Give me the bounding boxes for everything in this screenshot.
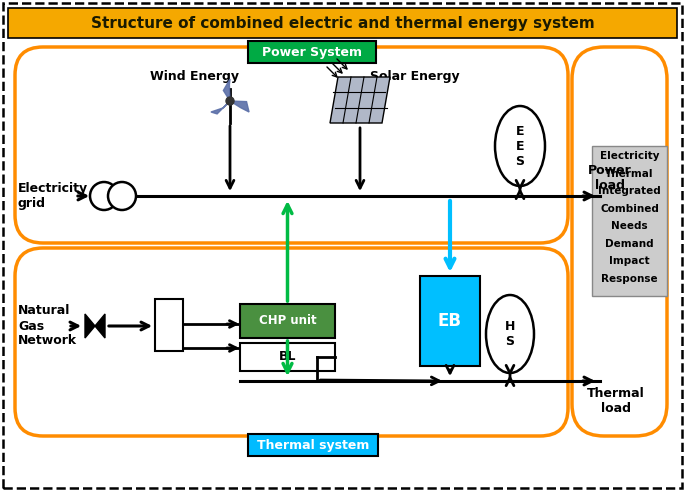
Bar [248,41,376,63]
Text: Power System: Power System [262,46,362,58]
Text: Demand: Demand [605,239,653,248]
Bar [240,343,335,371]
Text: Power
load: Power load [588,164,632,192]
Text: Response: Response [601,273,658,283]
FancyBboxPatch shape [572,47,667,436]
Circle shape [226,97,234,105]
Text: Thermal
load: Thermal load [587,387,645,415]
Text: Electricity
grid: Electricity grid [18,182,88,210]
Bar [240,304,335,338]
Bar [248,434,378,456]
Bar [155,299,183,351]
Bar [8,8,677,38]
Polygon shape [85,314,105,338]
Text: Structure of combined electric and thermal energy system: Structure of combined electric and therm… [90,16,595,30]
Bar [592,146,667,296]
Circle shape [108,182,136,210]
FancyBboxPatch shape [15,248,568,436]
Circle shape [90,182,118,210]
Text: Electricity: Electricity [600,151,659,161]
Text: H
S: H S [505,320,515,348]
Text: Natural
Gas
Network: Natural Gas Network [18,304,77,348]
Bar [420,276,480,366]
Text: Needs: Needs [611,221,648,231]
FancyBboxPatch shape [15,47,568,243]
Text: Integrated: Integrated [598,186,661,196]
Ellipse shape [486,295,534,373]
Text: Thermal: Thermal [606,168,653,179]
Polygon shape [223,79,230,101]
Text: Wind Energy: Wind Energy [151,70,240,82]
Polygon shape [330,77,390,123]
Polygon shape [230,101,249,112]
Polygon shape [211,101,230,114]
Text: BL: BL [279,351,296,363]
Ellipse shape [495,106,545,186]
Text: EB: EB [438,312,462,330]
Text: E
E
S: E E S [516,125,525,167]
Text: Impact: Impact [609,256,650,266]
Text: Solar Energy: Solar Energy [370,70,460,82]
Text: Thermal system: Thermal system [257,438,369,452]
Text: CHP unit: CHP unit [259,315,316,327]
Text: Combined: Combined [600,203,659,214]
